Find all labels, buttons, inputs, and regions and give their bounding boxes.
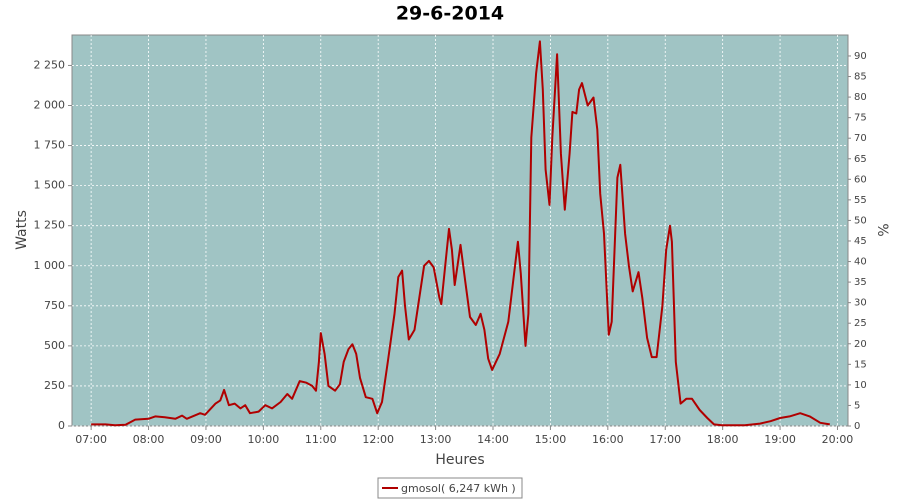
- y2-axis-label: %: [874, 223, 890, 236]
- y2-tick-label: 35: [854, 277, 867, 288]
- y2-tick-label: 50: [854, 215, 867, 226]
- y-tick-label: 2 250: [34, 58, 66, 71]
- y2-tick-label: 15: [854, 359, 867, 370]
- y2-tick-label: 70: [854, 133, 867, 144]
- x-tick-label: 15:00: [535, 433, 567, 446]
- y2-tick-label: 30: [854, 298, 867, 309]
- x-tick-label: 19:00: [764, 433, 796, 446]
- y-tick-label: 2 000: [34, 99, 66, 112]
- y2-tick-label: 65: [854, 154, 867, 165]
- x-tick-label: 11:00: [305, 433, 337, 446]
- y2-tick-label: 20: [854, 339, 867, 350]
- legend-label: gmosol( 6,247 kWh ): [401, 482, 516, 495]
- x-axis-label: Heures: [435, 452, 484, 468]
- chart-title: 29-6-2014: [396, 3, 504, 25]
- y2-tick-label: 85: [854, 72, 867, 83]
- y-tick-label: 1 500: [34, 179, 66, 192]
- y-tick-label: 500: [44, 339, 65, 352]
- x-tick-label: 10:00: [248, 433, 280, 446]
- y-tick-label: 750: [44, 299, 65, 312]
- y2-tick-label: 60: [854, 174, 867, 185]
- x-tick-label: 17:00: [649, 433, 681, 446]
- x-tick-label: 12:00: [362, 433, 394, 446]
- y-tick-label: 1 000: [34, 259, 66, 272]
- x-tick-label: 20:00: [822, 433, 854, 446]
- x-tick-label: 13:00: [420, 433, 452, 446]
- x-tick-label: 09:00: [190, 433, 222, 446]
- x-tick-label: 08:00: [133, 433, 165, 446]
- x-tick-label: 16:00: [592, 433, 624, 446]
- series-line: [91, 40, 830, 427]
- x-tick-label: 07:00: [75, 433, 107, 446]
- y-tick-label: 0: [58, 419, 65, 432]
- y-tick-label: 1 750: [34, 139, 66, 152]
- plot-area: [71, 34, 849, 427]
- y2-tick-label: 90: [854, 51, 867, 62]
- y-tick-label: 1 250: [34, 219, 66, 232]
- y2-tick-label: 0: [854, 421, 860, 432]
- y-axis-label: Watts: [14, 210, 30, 250]
- y2-tick-label: 5: [854, 400, 860, 411]
- y-tick-label: 250: [44, 379, 65, 392]
- y2-tick-label: 10: [854, 380, 867, 391]
- y2-tick-label: 75: [854, 113, 867, 124]
- x-tick-label: 14:00: [477, 433, 509, 446]
- y2-tick-label: 45: [854, 236, 867, 247]
- legend: [377, 477, 523, 499]
- y2-tick-label: 55: [854, 195, 867, 206]
- y2-tick-label: 25: [854, 318, 867, 329]
- y2-tick-label: 80: [854, 92, 867, 103]
- y2-tick-label: 40: [854, 257, 867, 268]
- x-tick-label: 18:00: [707, 433, 739, 446]
